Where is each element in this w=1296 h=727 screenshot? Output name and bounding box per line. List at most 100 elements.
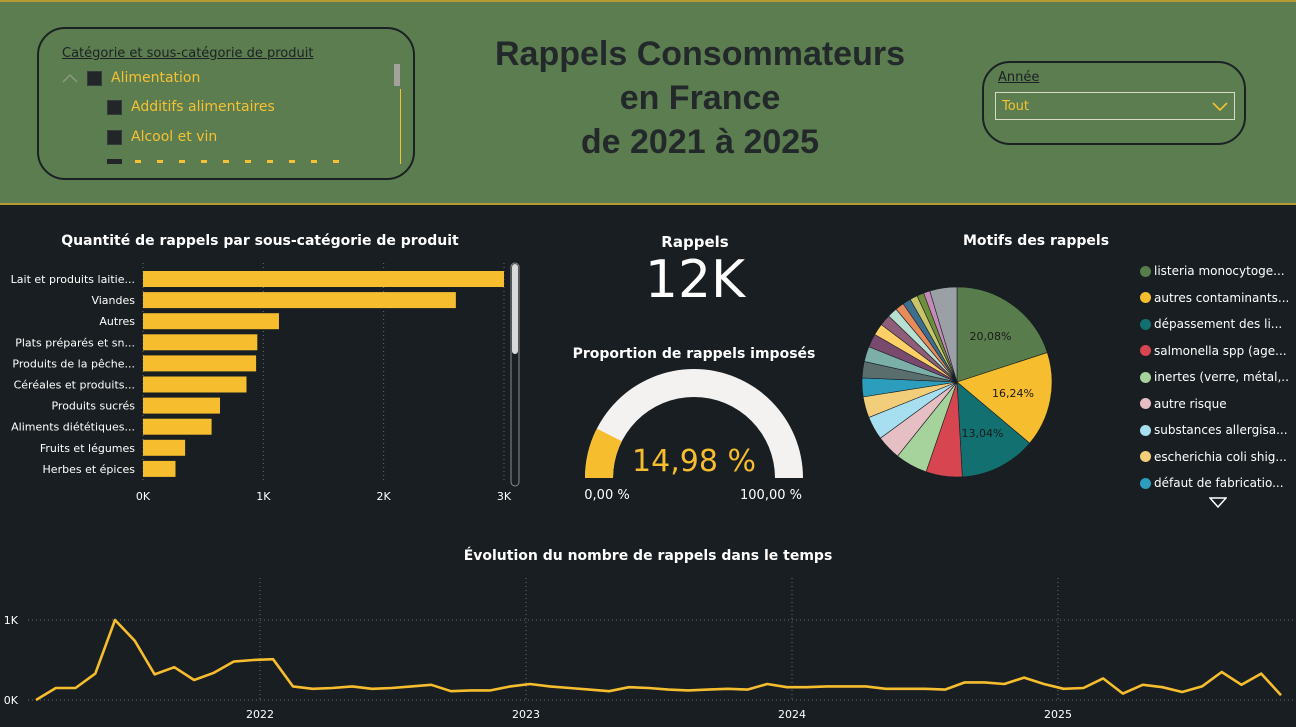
year-slicer[interactable]: Année Tout: [982, 61, 1246, 145]
category-slicer-title: Catégorie et sous-catégorie de produit: [62, 46, 314, 61]
bar-scrollbar-track[interactable]: [510, 262, 520, 487]
legend-dot-icon: [1140, 398, 1151, 410]
bar-category-label: Herbes et épices: [43, 463, 136, 476]
gauge-track: [585, 369, 803, 478]
legend-dot-icon: [1140, 424, 1151, 436]
x-tick-label: 1K: [256, 490, 271, 503]
bar-chart: 0K 1K 2K 3K Lait et produits laitie... Viande…: [11, 262, 520, 503]
category-slicer[interactable]: Catégorie et sous-catégorie de produit A…: [37, 27, 415, 180]
legend-label: listeria monocytoge...: [1154, 264, 1285, 279]
line-chart-title: Évolution du nombre de rappels dans le t…: [463, 548, 833, 564]
x-tick-label: 2023: [512, 708, 540, 721]
legend-scroll-down-icon[interactable]: [1209, 497, 1227, 509]
bar-category-label: Céréales et produits...: [14, 379, 135, 392]
legend-label: salmonella spp (age...: [1154, 343, 1287, 358]
bar: [143, 460, 176, 477]
bar-chart-title: Quantité de rappels par sous-catégorie d…: [61, 233, 459, 249]
bar: [143, 439, 186, 456]
legend-label: escherichia coli shig...: [1154, 449, 1287, 464]
gauge-min-label: 0,00 %: [584, 488, 629, 503]
x-tick-label: 0K: [136, 490, 151, 503]
legend-dot-icon: [1140, 371, 1151, 383]
x-tick-label: 2025: [1044, 708, 1072, 721]
chevron-down-icon[interactable]: [1212, 99, 1228, 113]
kpi-label: Rappels: [661, 233, 729, 251]
bar: [143, 334, 258, 351]
y-tick-label: 0K: [4, 694, 19, 707]
bar-category-label: Viandes: [91, 294, 135, 307]
checkbox[interactable]: [107, 129, 122, 145]
tree-item-partial: [105, 159, 375, 164]
pie-data-label: 16,24%: [992, 387, 1034, 400]
tree-item-label: Additifs alimentaires: [131, 99, 275, 115]
year-dropdown[interactable]: Tout: [995, 92, 1235, 120]
legend-dot-icon: [1140, 345, 1151, 357]
gauge-fill: [585, 428, 622, 478]
pie-chart: 20,08% 16,24% 13,04%: [861, 286, 1053, 478]
legend-item[interactable]: autre risque: [1140, 391, 1290, 418]
pie-slice: [956, 381, 1031, 478]
tree-item-additifs[interactable]: Additifs alimentaires: [107, 99, 275, 115]
pie-slice: [956, 352, 1053, 444]
tree-item-label: Alcool et vin: [131, 129, 218, 145]
x-tick-label: 2022: [246, 708, 274, 721]
x-tick-label: 2024: [778, 708, 806, 721]
legend-item[interactable]: salmonella spp (age...: [1140, 338, 1290, 365]
gauge-value: 14,98 %: [632, 444, 756, 479]
tree-item-alimentation[interactable]: Alimentation: [62, 70, 201, 86]
tree-item-alcool[interactable]: Alcool et vin: [107, 129, 217, 145]
slicer-scrollbar-thumb[interactable]: [394, 64, 400, 86]
kpi-value: 12K: [644, 250, 746, 310]
pie-data-label: 20,08%: [969, 330, 1011, 343]
pie-chart-title: Motifs des rappels: [962, 233, 1110, 249]
legend-dot-icon: [1140, 292, 1151, 304]
series-line: [35, 618, 1282, 702]
line-chart: 1K 0K 2022 2023 2024 2025: [4, 578, 1296, 721]
year-slicer-title: Année: [998, 70, 1040, 85]
legend-item[interactable]: escherichia coli shig...: [1140, 444, 1290, 471]
bar: [143, 271, 504, 287]
checkbox[interactable]: [107, 99, 122, 115]
pie-legend: listeria monocytoge... autres contaminant…: [1140, 258, 1290, 497]
bar-category-label: Produits de la pêche...: [12, 357, 135, 370]
bar-category-label: Lait et produits laitie...: [11, 273, 135, 286]
bar-category-label: Plats préparés et sn...: [15, 336, 135, 349]
legend-item[interactable]: autres contaminants...: [1140, 285, 1290, 312]
bar: [143, 313, 279, 330]
y-tick-label: 1K: [4, 614, 19, 627]
legend-label: autre risque: [1154, 396, 1227, 411]
bar: [143, 397, 221, 414]
legend-label: dépassement des li...: [1154, 317, 1283, 332]
legend-label: défaut de fabricatio...: [1154, 476, 1284, 491]
x-tick-label: 2K: [377, 490, 392, 503]
legend-dot-icon: [1140, 477, 1151, 489]
legend-label: autres contaminants...: [1154, 290, 1290, 305]
pie-slice: [929, 286, 958, 383]
bar-category-label: Fruits et légumes: [40, 442, 135, 455]
chevron-up-icon[interactable]: [61, 70, 79, 88]
legend-dot-icon: [1140, 451, 1151, 463]
gauge-max-label: 100,00 %: [740, 488, 802, 503]
legend-item[interactable]: listeria monocytoge...: [1140, 258, 1290, 285]
bar: [143, 292, 456, 309]
legend-label: inertes (verre, métal,...: [1154, 370, 1290, 385]
legend-item[interactable]: défaut de fabricatio...: [1140, 470, 1290, 497]
checkbox[interactable]: [87, 70, 102, 86]
bar-scrollbar-thumb[interactable]: [512, 264, 518, 354]
legend-item[interactable]: inertes (verre, métal,...: [1140, 364, 1290, 391]
bar-category-label: Aliments diététiques...: [11, 421, 135, 434]
bar: [143, 418, 212, 435]
legend-dot-icon: [1140, 318, 1151, 330]
x-tick-label: 3K: [497, 490, 512, 503]
pie-data-label: 13,04%: [961, 427, 1003, 440]
page-title: Rappels Consommateurs en France de 2021 …: [495, 35, 905, 161]
tree-item-label: Alimentation: [111, 70, 201, 86]
bar: [143, 355, 257, 372]
legend-item[interactable]: substances allergisa...: [1140, 417, 1290, 444]
gauge-title: Proportion de rappels imposés: [572, 346, 816, 362]
bar-category-label: Produits sucrés: [51, 400, 135, 413]
legend-item[interactable]: dépassement des li...: [1140, 311, 1290, 338]
legend-dot-icon: [1140, 265, 1151, 277]
slicer-scrollbar-track[interactable]: [400, 89, 401, 164]
bar: [143, 376, 247, 393]
